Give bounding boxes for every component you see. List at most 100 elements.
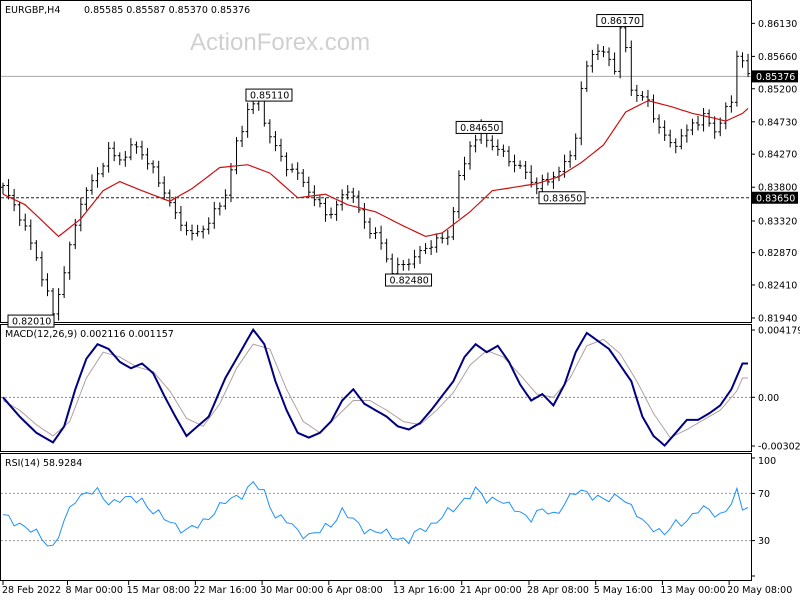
time-tick-label: 30 Mar 00:00 [260, 585, 323, 596]
price-tick-label: 0.82870 [758, 248, 797, 259]
ohlc-bar [373, 227, 378, 240]
time-tick-label: 8 Mar 00:00 [65, 585, 122, 596]
ohlc-bar [190, 224, 195, 241]
ohlc-bar [6, 179, 11, 200]
annotation-label: 0.86170 [601, 16, 640, 27]
price-bars [1, 22, 751, 321]
ohlc-bar [295, 162, 300, 180]
ohlc-bar [362, 202, 367, 229]
ohlc-bar [545, 172, 550, 186]
macd-tick-label: -0.003022 [758, 442, 800, 453]
ohlc-bar [707, 109, 712, 127]
ohlc-bar [740, 52, 745, 68]
ohlc-bar [734, 50, 739, 107]
price-tick-label: 0.85660 [758, 52, 797, 63]
annotation-box [455, 120, 503, 134]
ohlc-bar [89, 174, 94, 195]
ohlc-bar [34, 240, 39, 261]
ohlc-bar [173, 196, 178, 220]
ohlc-bar [217, 202, 222, 216]
ohlc-bar [401, 260, 406, 271]
ohlc-bar [234, 137, 239, 175]
ohlc-bar [634, 84, 639, 102]
ohlc-bar [228, 162, 233, 203]
price-annotation: 0.86170 [596, 14, 644, 28]
ohlc-bar [612, 52, 617, 75]
ohlc-bar [51, 287, 56, 320]
time-tick-label: 28 Feb 2022 [2, 585, 61, 596]
ohlc-bar [206, 217, 211, 235]
macd-main-line [2, 327, 748, 448]
macd-tick-label: 0.00 [758, 393, 779, 404]
ma-line [2, 100, 749, 238]
price-annotation: 0.82480 [385, 273, 433, 287]
ohlc-bar [423, 243, 428, 255]
price-tick-label: 0.85200 [758, 84, 797, 95]
ohlc-bar [201, 225, 206, 239]
ohlc-bar [384, 238, 389, 263]
ohlc-bar [251, 99, 256, 114]
ohlc-readout: 0.85585 0.85587 0.85370 0.85376 [84, 5, 250, 16]
ohlc-bar [645, 89, 650, 107]
ohlc-bar [17, 201, 22, 226]
ohlc-bar [579, 81, 584, 146]
rsi-title: RSI(14) 58.9284 [5, 458, 82, 469]
ohlc-bar [1, 182, 5, 195]
ohlc-bar [112, 141, 117, 162]
ohlc-bar [629, 40, 634, 97]
ohlc-bar [140, 140, 144, 160]
price-tick-label: 0.83320 [758, 216, 797, 227]
ohlc-bar [290, 163, 295, 173]
ohlc-bar [490, 135, 495, 151]
ohlc-bar [551, 171, 556, 189]
price-tick-label: 0.81940 [758, 314, 797, 325]
ohlc-bar [568, 150, 573, 168]
ohlc-bar [340, 189, 345, 211]
ohlc-bar [240, 125, 245, 148]
annotation-label: 0.84650 [460, 123, 499, 134]
ohlc-bar [512, 154, 517, 173]
ohlc-bar [712, 116, 717, 139]
ohlc-bar [117, 152, 122, 166]
ohlc-bar [468, 141, 473, 170]
ohlc-bar [84, 187, 89, 211]
ohlc-bar [406, 258, 411, 271]
ohlc-bar [445, 229, 450, 246]
ohlc-bar [28, 219, 33, 250]
ohlc-bar [523, 160, 528, 180]
ohlc-bar [62, 266, 67, 298]
ohlc-bar [684, 124, 689, 143]
annotation-label: 0.85110 [250, 91, 289, 102]
price-annotation: 0.83650 [538, 191, 586, 205]
rsi-layer: 100 70 30 [1, 456, 776, 577]
time-tick-label: 13 Apr 16:00 [393, 585, 455, 596]
macd-tick-label: 0.004179 [758, 326, 800, 337]
price-tick-label: 0.84270 [758, 150, 797, 161]
ohlc-bar [451, 207, 456, 241]
ohlc-bar [123, 150, 128, 167]
ohlc-bar [495, 139, 500, 156]
ohlc-bar [351, 187, 356, 204]
ohlc-bar [690, 118, 695, 136]
ohlc-bar [101, 162, 106, 178]
ohlc-bar [729, 95, 734, 113]
time-tick-label: 15 Mar 08:00 [127, 585, 190, 596]
ohlc-bar [306, 176, 311, 199]
ohlc-bar [595, 44, 600, 61]
support-price-badge [752, 191, 798, 204]
moving-average [2, 100, 749, 238]
time-tick-label: 20 May 08:00 [727, 585, 792, 596]
annotation-box [596, 14, 644, 28]
ohlc-bar [534, 177, 539, 195]
ohlc-bar [657, 114, 662, 134]
ohlc-bar [529, 165, 534, 188]
ohlc-bar [601, 45, 606, 58]
price-tick-label: 0.86130 [758, 19, 797, 30]
ohlc-bar [668, 129, 673, 148]
price-panel-frame [0, 0, 752, 323]
ohlc-bar [273, 131, 278, 152]
time-tick-label: 21 Apr 00:00 [460, 585, 522, 596]
ohlc-bar [78, 197, 83, 232]
ohlc-bar [95, 167, 100, 188]
